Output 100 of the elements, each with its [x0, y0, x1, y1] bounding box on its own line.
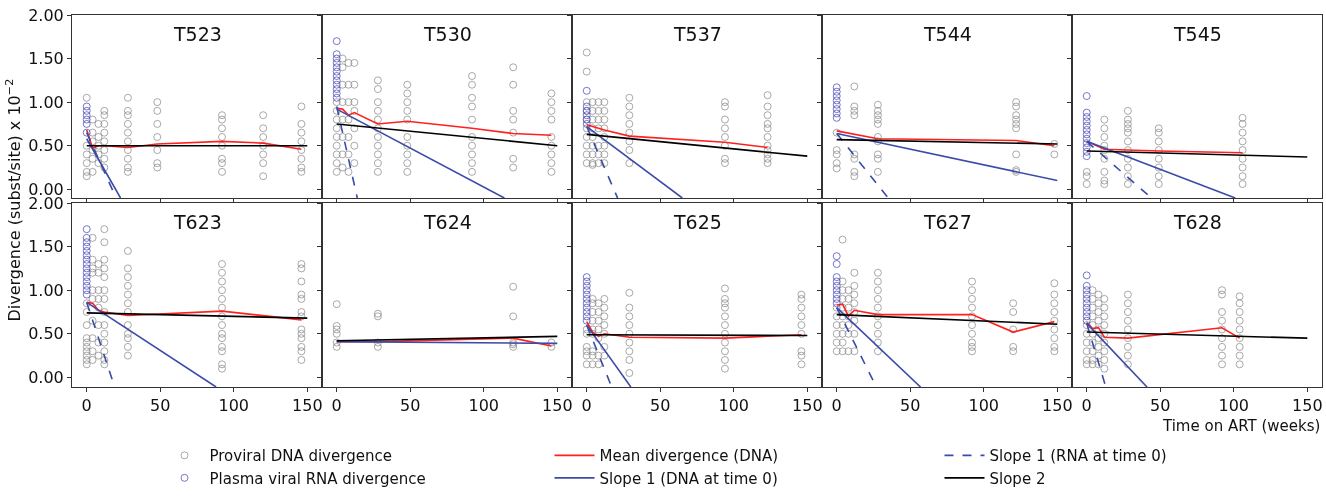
point [373, 309, 382, 318]
point [82, 251, 91, 260]
point [82, 268, 91, 277]
point [82, 102, 91, 111]
point [797, 351, 806, 360]
point [1100, 115, 1109, 124]
point [82, 111, 91, 120]
point [1238, 163, 1247, 172]
point [1123, 128, 1132, 137]
point [600, 294, 609, 303]
legend-label: Plasma viral RNA divergence [209, 469, 426, 488]
point [720, 294, 729, 303]
point [1050, 139, 1059, 148]
point [1238, 113, 1247, 122]
point [873, 100, 882, 109]
point [594, 308, 603, 316]
point [850, 106, 859, 115]
point [373, 342, 382, 351]
point [1082, 112, 1091, 121]
point [1082, 286, 1091, 295]
point [332, 321, 341, 330]
point [832, 273, 841, 282]
point [582, 273, 591, 282]
point [332, 300, 341, 309]
point [547, 338, 556, 347]
point [797, 294, 806, 303]
point [625, 369, 634, 378]
point [873, 119, 882, 128]
point [1100, 124, 1109, 133]
point [82, 242, 91, 251]
point [1082, 281, 1091, 290]
point [1082, 303, 1091, 312]
x-tick-label: 50 [400, 396, 421, 416]
point [1154, 154, 1163, 163]
point [600, 342, 609, 351]
point [332, 63, 341, 72]
point [873, 150, 882, 159]
point [720, 312, 729, 321]
legend-label: Slope 1 (RNA at time 0) [989, 447, 1167, 466]
x-tick-label: 50 [650, 396, 671, 416]
point [832, 164, 841, 173]
point [332, 329, 341, 338]
point [82, 238, 91, 247]
x-tick-label: 150 [542, 396, 573, 416]
point [1123, 137, 1132, 146]
point [797, 312, 806, 321]
point [625, 338, 634, 347]
point [332, 76, 341, 85]
point [1082, 143, 1091, 152]
y-tick-label: 0.50 [28, 136, 64, 156]
x-tick-label: 100 [468, 396, 500, 416]
point [797, 360, 806, 369]
y-tick-label: 1.00 [28, 92, 64, 112]
point [1082, 108, 1091, 117]
point [1123, 115, 1132, 124]
point [82, 260, 91, 269]
point [582, 119, 591, 128]
point [873, 154, 882, 163]
point [873, 111, 882, 120]
point [582, 316, 591, 325]
point [625, 303, 634, 312]
point [832, 299, 841, 308]
point [832, 290, 841, 299]
point [1154, 180, 1163, 189]
legend-label: Slope 2 [989, 469, 1046, 488]
point [82, 255, 91, 264]
point [1100, 167, 1109, 176]
point [1238, 128, 1247, 137]
point [850, 154, 859, 163]
point [588, 360, 597, 369]
point [332, 72, 341, 80]
point [850, 172, 859, 181]
point [1082, 294, 1091, 303]
point [1012, 124, 1021, 133]
y-tick-label: 1.50 [28, 237, 64, 257]
point [873, 115, 882, 124]
point [600, 303, 609, 312]
point [1123, 172, 1132, 181]
point [1050, 150, 1059, 159]
point [332, 54, 341, 63]
point [332, 89, 341, 98]
point [82, 246, 91, 255]
point [797, 329, 806, 338]
point [82, 273, 91, 282]
point [82, 277, 91, 286]
point [1154, 163, 1163, 172]
point [600, 321, 609, 330]
text: T623 [173, 211, 222, 233]
point [1082, 316, 1091, 325]
point [582, 111, 591, 120]
point [1123, 124, 1132, 133]
point [832, 128, 841, 137]
point [509, 312, 518, 321]
point [1154, 137, 1163, 146]
point [1238, 146, 1247, 155]
point [82, 128, 91, 137]
x-tick-label: 0 [81, 396, 92, 416]
point [82, 286, 91, 295]
point [582, 86, 591, 95]
x-tick-label: 0 [1081, 396, 1092, 416]
